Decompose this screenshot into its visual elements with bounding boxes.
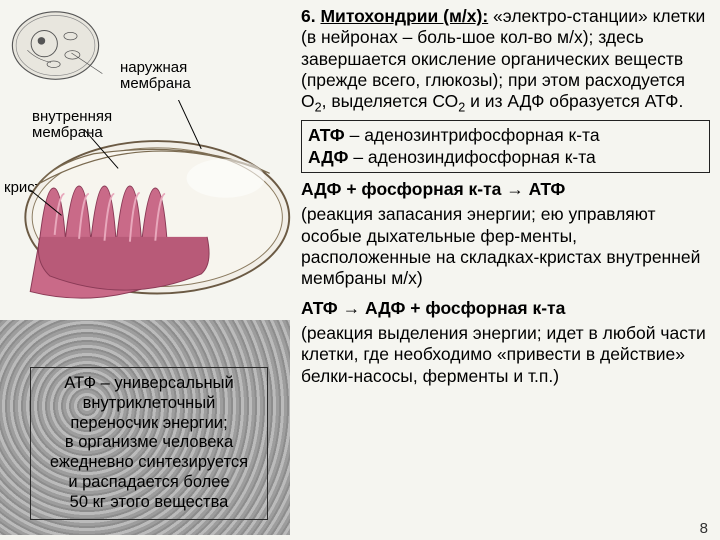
left-column: наружная мембрана внутренняя мембрана кр…: [0, 0, 295, 540]
intro-paragraph: 6. Митохондрии (м/х): «электро-станции» …: [301, 6, 710, 116]
eq1-lhs: АДФ + фосфорная к-та: [301, 179, 506, 199]
cell-small-diagram: [8, 8, 103, 83]
label-outer-membrane: наружная мембрана: [120, 60, 191, 92]
arrow-icon: →: [343, 298, 361, 318]
intro-text-3: и из АДФ образуется АТФ.: [465, 91, 683, 111]
def-adf-text: – аденозиндифосфорная к-та: [348, 147, 595, 167]
label-text: наружная мембрана: [120, 59, 191, 92]
slide-layout: наружная мембрана внутренняя мембрана кр…: [0, 0, 720, 540]
eq2-lhs: АТФ: [301, 298, 343, 318]
eq2-note: (реакция выделения энергии; идет в любой…: [301, 323, 710, 387]
mitochondrion-diagram: [0, 100, 295, 315]
eq1-note: (реакция запасания энергии; ею управляют…: [301, 204, 710, 289]
heading-mitochondria: Митохондрии (м/х):: [320, 6, 493, 26]
def-atf-lead: АТФ: [308, 125, 345, 145]
intro-text-2: , выделяется СО: [322, 91, 459, 111]
right-column: 6. Митохондрии (м/х): «электро-станции» …: [295, 0, 720, 540]
equation-1: АДФ + фосфорная к-та → АТФ: [301, 179, 710, 200]
def-adf-lead: АДФ: [308, 147, 348, 167]
atp-box-text: АТФ – универсальный внутриклеточный пере…: [50, 374, 248, 511]
def-atf-row: АТФ – аденозинтрифосфорная к-та: [308, 125, 703, 146]
page-number: 8: [700, 520, 708, 537]
def-adf-row: АДФ – аденозиндифосфорная к-та: [308, 147, 703, 168]
eq2-rhs: АДФ + фосфорная к-та: [360, 298, 565, 318]
sub-o2: 2: [315, 101, 322, 115]
definitions-block: АТФ – аденозинтрифосфорная к-та АДФ – ад…: [301, 120, 710, 173]
arrow-icon: →: [506, 179, 524, 199]
section-number: 6.: [301, 6, 316, 26]
eq1-rhs: АТФ: [524, 179, 566, 199]
equation-2: АТФ → АДФ + фосфорная к-та: [301, 298, 710, 319]
heading-underline: Митохондрии (м/х):: [320, 6, 488, 26]
atp-info-box: АТФ – универсальный внутриклеточный пере…: [30, 367, 268, 520]
def-atf-text: – аденозинтрифосфорная к-та: [345, 125, 600, 145]
